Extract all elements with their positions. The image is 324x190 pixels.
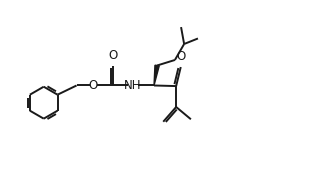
- Polygon shape: [154, 65, 159, 86]
- Text: O: O: [176, 50, 185, 63]
- Text: NH: NH: [124, 79, 141, 92]
- Text: O: O: [109, 49, 118, 63]
- Text: O: O: [89, 79, 98, 92]
